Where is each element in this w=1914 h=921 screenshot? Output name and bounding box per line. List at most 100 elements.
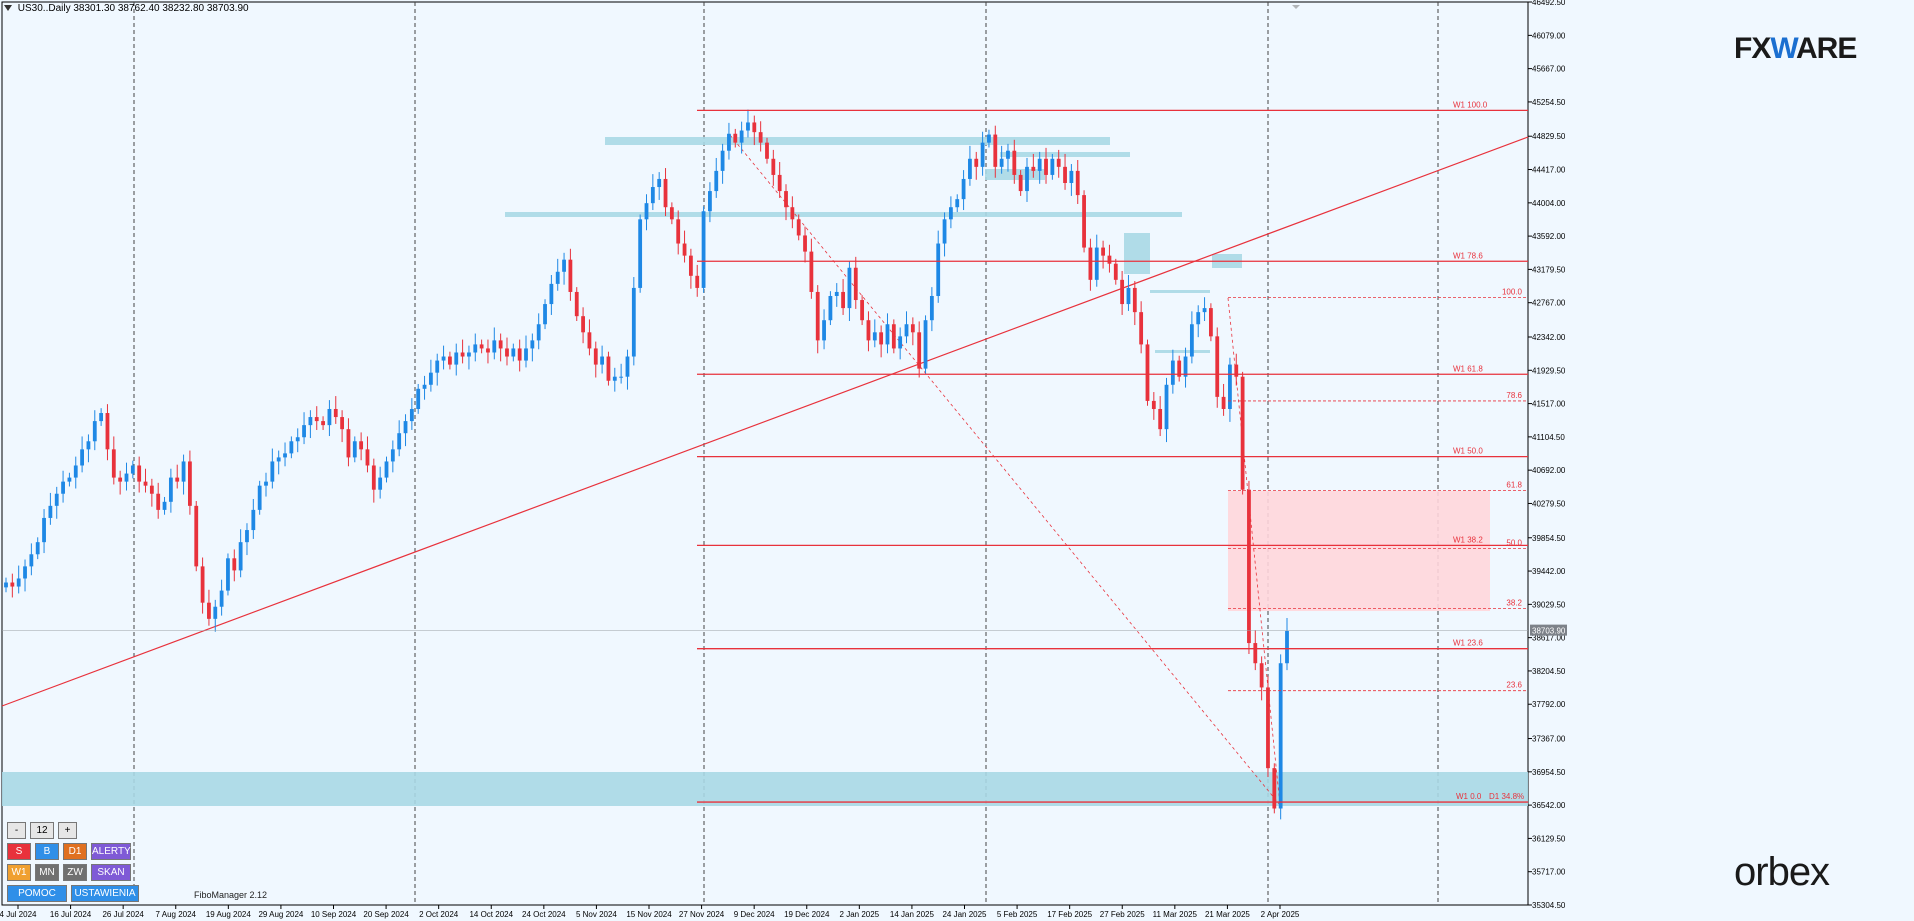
price-label: 39029.50 [1532,600,1566,609]
candle-body [99,413,104,422]
date-label: 4 Jul 2024 [0,910,37,919]
mn-button[interactable]: MN [35,864,59,881]
sell-button[interactable]: S [7,843,31,860]
candle-body [314,417,319,422]
candle-body [35,542,40,555]
fibo-d1-percent-label: D1 34.8% [1489,792,1524,801]
candle-body [441,356,446,361]
candle-body [162,501,167,510]
candle-body [435,360,440,373]
candle-body [1044,158,1048,175]
price-label: 42342.00 [1532,333,1566,342]
candle-body [961,178,966,200]
decrease-button[interactable]: - [7,822,26,839]
help-button[interactable]: POMOC [7,885,67,902]
zw-button[interactable]: ZW [63,864,87,881]
candle-body [796,219,801,236]
price-label: 36542.00 [1532,801,1566,810]
candle-body [1139,312,1144,345]
candle-body [384,461,389,478]
candle-body [422,384,427,389]
candle-body [948,207,953,220]
date-label: 24 Oct 2024 [522,910,566,919]
chart-menu-icon[interactable] [4,5,12,12]
candle-body [606,356,611,381]
candle-body [600,356,605,365]
date-label: 14 Oct 2024 [469,910,513,919]
candle-body [1006,150,1010,159]
price-label: 35717.00 [1532,868,1566,877]
date-label: 14 Jan 2025 [890,910,935,919]
ohlc-high: 38762.40 [117,3,160,14]
candle-body [822,320,826,341]
candle-body [54,493,59,506]
candle-body [1056,158,1061,167]
candle-body [1164,384,1169,430]
price-label: 39854.50 [1532,534,1566,543]
candle-body [1170,360,1175,385]
date-label: 20 Sep 2024 [363,910,409,919]
candle-body [505,348,509,357]
candle-body [460,352,465,357]
candle-body [124,473,129,482]
candle-body [302,425,306,438]
candle-body [834,291,839,296]
alerts-button[interactable]: ALERTY [91,843,131,860]
buy-button[interactable]: B [35,843,59,860]
candle-body [904,324,909,337]
candle-body [486,348,490,353]
candle-body [371,465,376,490]
candle-body [872,332,877,341]
price-label: 41929.50 [1532,366,1566,375]
candle-body [650,187,655,204]
candle-body [1107,255,1112,264]
candle-body [638,219,643,288]
candle-body [1228,364,1232,409]
price-label: 40692.00 [1532,466,1566,475]
candle-body [987,134,991,143]
candle-body [289,441,294,454]
candle-body [327,408,332,426]
candle-body [238,542,243,571]
candle-body [10,582,15,587]
candle-body [257,485,262,510]
candle-body [936,243,941,296]
candle-body [866,320,871,341]
candle-body [1037,158,1042,171]
fxware-logo: FXWARE [1734,32,1857,65]
candle-body [1272,768,1277,809]
candle-body [1025,166,1029,192]
fibo-d1-label: 38.2 [1506,598,1522,607]
increase-button[interactable]: + [58,822,77,839]
candle-body [378,477,383,490]
ohlc-close: 38703.90 [206,3,249,14]
candle-body [207,602,211,619]
date-label: 10 Sep 2024 [311,910,357,919]
price-label: 45254.50 [1532,98,1566,107]
candle-body [270,461,275,482]
candle-body [340,417,345,430]
date-label: 11 Mar 2025 [1153,910,1198,919]
candle-body [1082,195,1086,248]
candle-body [993,134,998,167]
settings-button[interactable]: USTAWIENIA [71,885,139,902]
candle-body [1101,247,1105,256]
candle-body [1285,630,1289,664]
candle-body [276,457,281,462]
w1-button[interactable]: W1 [7,864,31,881]
scan-button[interactable]: SKAN [91,864,131,881]
candle-body [790,207,795,220]
d1-button[interactable]: D1 [63,843,87,860]
candle-body [105,413,110,450]
date-label: 2 Apr 2025 [1261,910,1300,919]
period-value[interactable]: 12 [30,822,54,839]
candle-body [232,558,237,571]
candle-body [1031,166,1036,171]
candle-body [479,344,484,349]
candle-body [86,441,91,450]
candle-body [467,352,471,357]
candle-body [587,332,592,349]
candle-body [283,453,287,458]
